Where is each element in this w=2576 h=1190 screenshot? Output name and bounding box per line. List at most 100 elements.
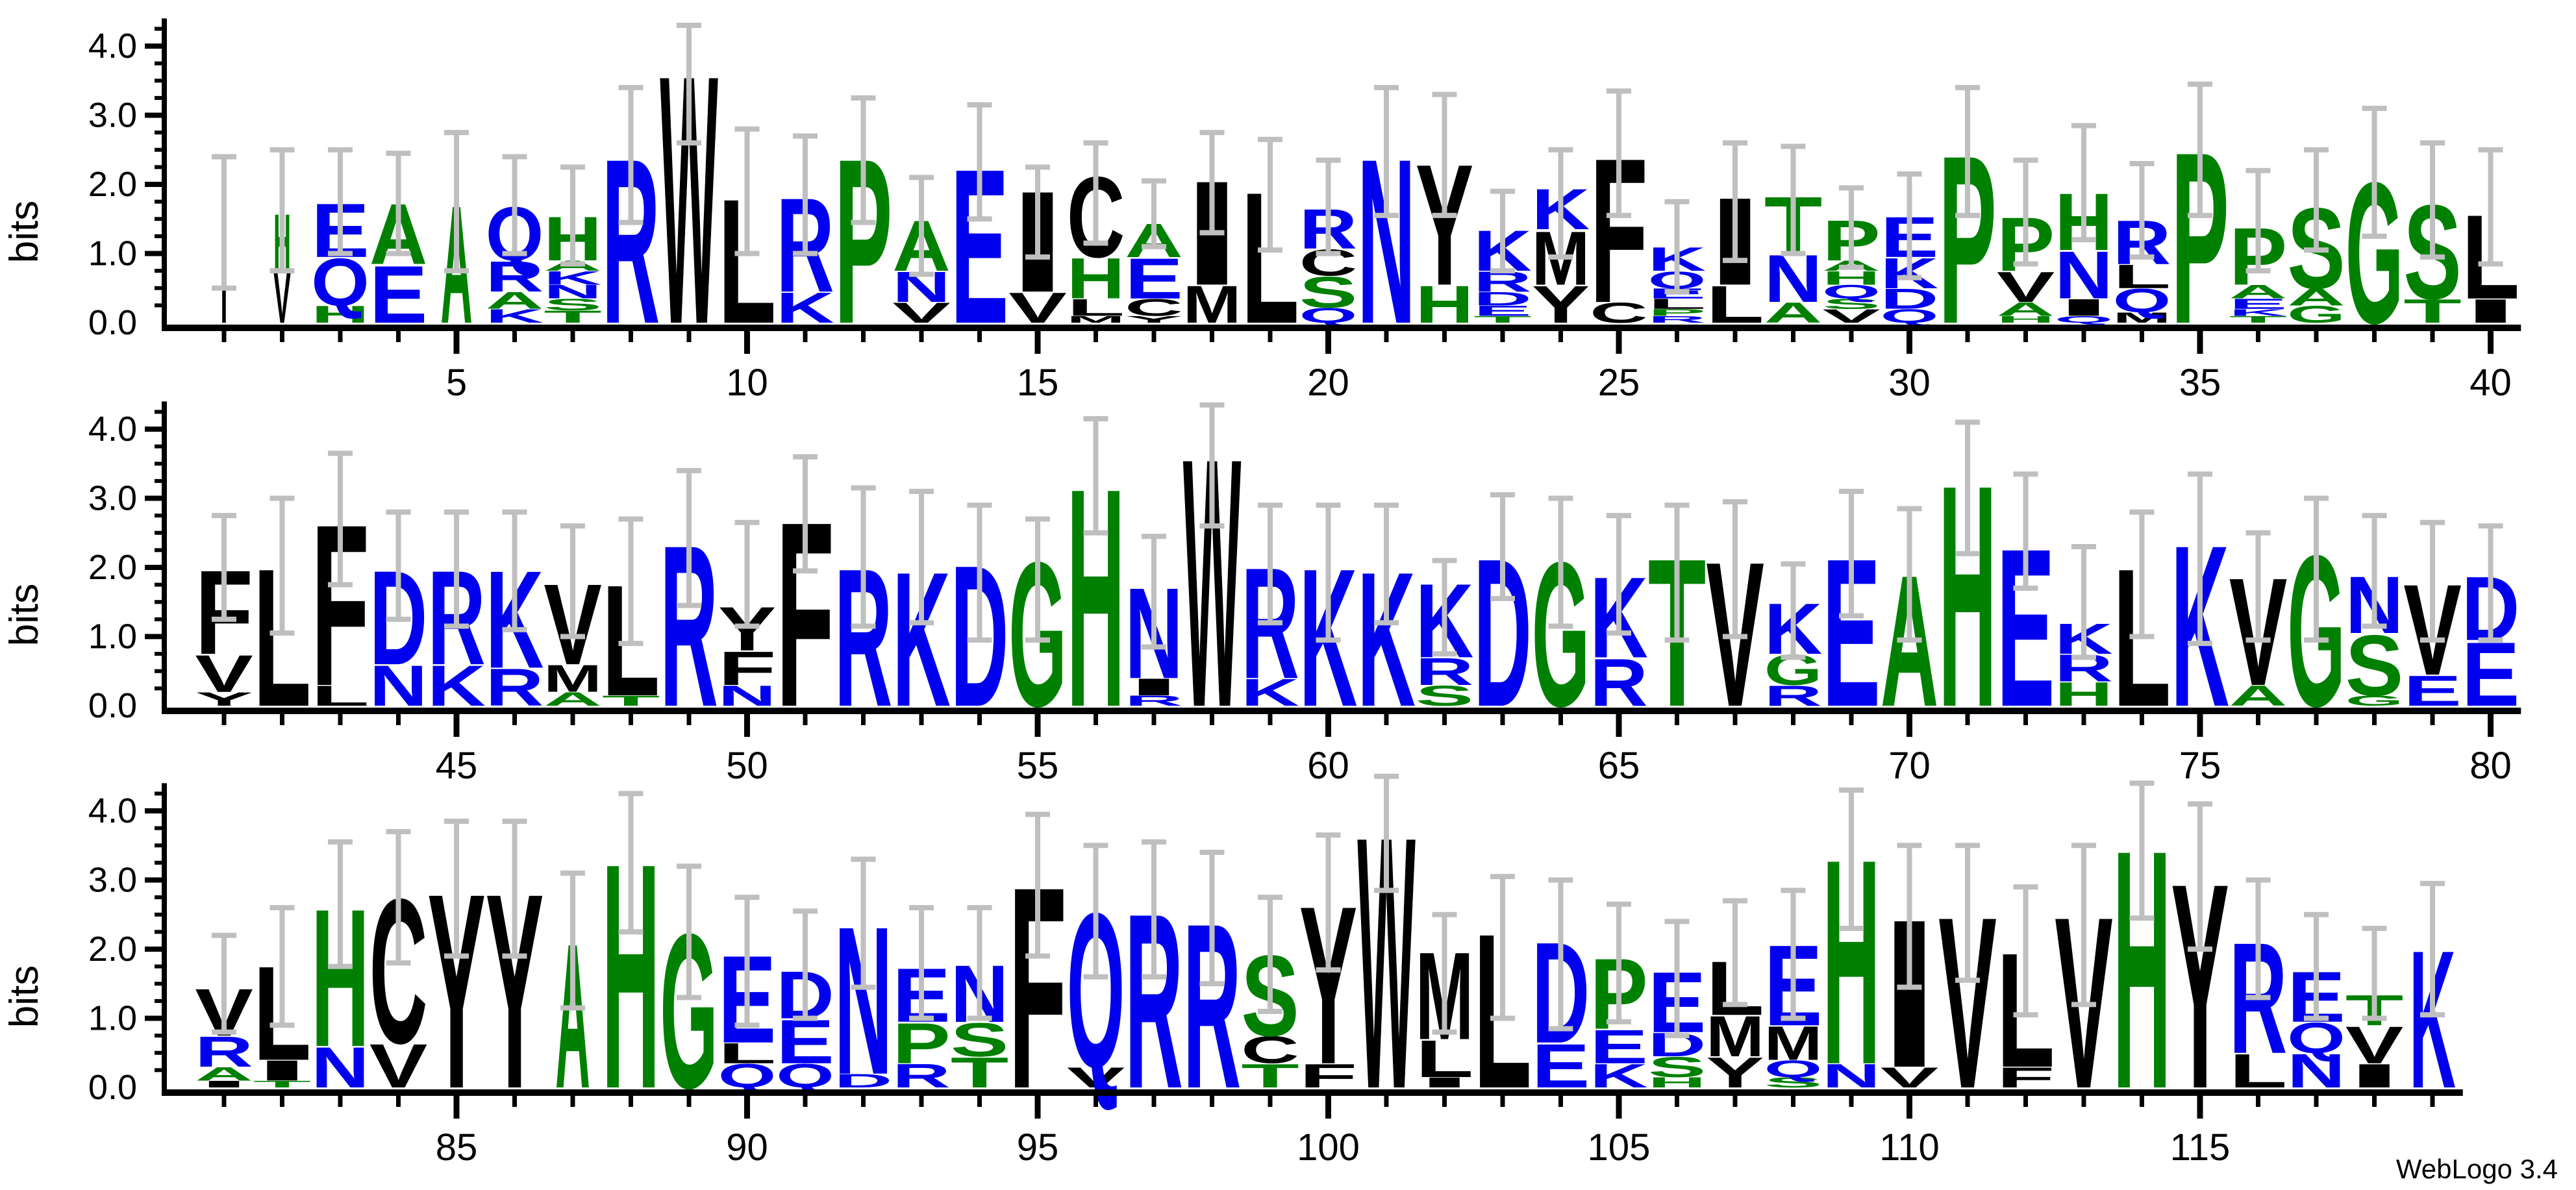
y-tick-label: 0.0 xyxy=(88,686,137,725)
x-tick-label: 15 xyxy=(1017,362,1059,404)
y-tick-label: 3.0 xyxy=(88,479,137,518)
residue-letter-I-pos-118: I xyxy=(2345,1058,2404,1095)
residue-letter-D-pos-30: D xyxy=(1881,282,1939,315)
residue-letter-K-pos-59: K xyxy=(1241,671,1299,714)
residue-letter-A-pos-36: A xyxy=(2229,282,2288,303)
error-bars xyxy=(212,773,2445,1039)
x-tick-label: 25 xyxy=(1598,362,1640,404)
x-tick-label: 85 xyxy=(436,1126,478,1169)
residue-letter-L-pos-43: L xyxy=(311,680,369,712)
x-tick-label: 70 xyxy=(1888,745,1931,787)
residue-letter-E-pos-105: E xyxy=(1590,1021,1648,1074)
residue-letter-E-pos-79: E xyxy=(2403,667,2462,715)
x-tick-label: 60 xyxy=(1307,745,1349,787)
residue-letter-Q-pos-91: Q xyxy=(776,1058,834,1095)
residue-letter-H-pos-29: H xyxy=(1822,267,1881,289)
residue-letter-K-pos-45: K xyxy=(427,653,486,718)
residue-letter-M-pos-107: M xyxy=(1706,1004,1764,1069)
residue-letter-S-pos-62: S xyxy=(1416,680,1474,712)
residue-letter-T-pos-82: T xyxy=(253,1079,312,1090)
x-tick-label: 5 xyxy=(446,362,467,404)
y-tick-label: 1.0 xyxy=(88,617,137,656)
y-tick-label: 4.0 xyxy=(88,410,137,449)
residue-letter-T-pos-99: T xyxy=(1241,1058,1299,1095)
residue-letter-N-pos-44: N xyxy=(369,653,428,718)
y-axis-title: bits xyxy=(2,965,47,1028)
residue-letter-N-pos-117: N xyxy=(2287,1045,2345,1098)
residue-letter-A-pos-47: A xyxy=(544,689,602,710)
residue-letter-T-pos-23: T xyxy=(1473,314,1532,325)
residue-letter-V-pos-84: V xyxy=(369,1031,428,1101)
panel-axes: 0.0 1.0 2.0 3.0 4.0 bits 85 90 95 100 105 110 115 xyxy=(2,783,2463,1169)
residue-letter-E-pos-104: E xyxy=(1532,1031,1590,1101)
x-tick-label: 10 xyxy=(726,362,768,404)
x-tick-label: 100 xyxy=(1297,1126,1360,1169)
error-bars xyxy=(212,23,2503,295)
residue-letter-T-pos-36: T xyxy=(2229,314,2288,325)
residue-letter-I-pos-102: I xyxy=(1416,1074,1474,1091)
residue-letter-T-pos-94: T xyxy=(951,1048,1009,1097)
residue-letter-K-pos-36: K xyxy=(2229,307,2288,318)
residue-letter-V-pos-15: V xyxy=(1008,284,1067,332)
residue-letter-P-pos-26: P xyxy=(1648,307,1707,318)
residue-letter-S-pos-106: S xyxy=(1648,1051,1707,1084)
residue-letter-Q-pos-90: Q xyxy=(718,1058,777,1095)
residue-letter-I-pos-81: I xyxy=(195,1079,253,1090)
residue-letter-A-pos-32: A xyxy=(1997,299,2055,320)
residue-letter-F-pos-112: F xyxy=(1997,1061,2055,1094)
residue-letter-S-pos-94: S xyxy=(951,1013,1009,1067)
residue-letter-K-pos-105: K xyxy=(1590,1058,1648,1095)
residue-letter-Q-pos-33: Q xyxy=(2055,314,2113,325)
weblogo-version-caption: WebLogo 3.4 xyxy=(2395,1154,2558,1184)
residue-letter-I-pos-40: I xyxy=(2462,293,2520,330)
x-tick-label: 50 xyxy=(726,745,768,787)
residue-letter-Q-pos-108: Q xyxy=(1764,1056,1823,1083)
residue-letter-C-pos-17: C xyxy=(1125,294,1183,321)
residue-letter-N-pos-83: N xyxy=(311,1035,369,1100)
residue-letter-S-pos-108: S xyxy=(1764,1074,1823,1091)
residue-letter-H-pos-16: H xyxy=(1067,246,1125,311)
x-tick-label: 95 xyxy=(1017,1126,1059,1169)
x-tick-label: 45 xyxy=(436,745,478,787)
residue-letter-Q-pos-34: Q xyxy=(2113,282,2171,319)
residue-letter-H-pos-32: H xyxy=(1997,314,2055,325)
residue-letter-R-pos-68: R xyxy=(1764,680,1823,712)
residue-letter-V-pos-29: V xyxy=(1822,306,1881,327)
y-tick-label: 0.0 xyxy=(88,303,137,342)
residue-letter-N-pos-7: N xyxy=(544,282,602,303)
residue-letter-Q-pos-3: Q xyxy=(311,244,369,320)
x-tick-label: 75 xyxy=(2179,745,2221,787)
logo-panel-41-80: YVFLLFNDKRRKAMVTLRNFYFRKDGHRINWKRKKSRKDG… xyxy=(2,385,2521,787)
residue-letter-S-pos-7: S xyxy=(544,295,602,314)
residue-letter-T-pos-48: T xyxy=(602,693,660,709)
residue-letter-Q-pos-29: Q xyxy=(1822,282,1881,303)
residue-letter-M-pos-34: M xyxy=(2113,310,2171,326)
residue-letter-T-pos-39: T xyxy=(2403,293,2462,330)
y-tick-label: 2.0 xyxy=(88,930,137,969)
y-axis-title: bits xyxy=(2,201,47,263)
residue-letter-R-pos-6: R xyxy=(486,253,544,301)
logo-panel-1-40: IVHHQEEAAKARQTSNKAHRWLKRPVNAEVIMLHCYCEAM… xyxy=(2,2,2521,404)
residue-letter-F-pos-100: F xyxy=(1299,1058,1358,1095)
residue-letter-Q-pos-30: Q xyxy=(1881,306,1939,327)
x-tick-label: 55 xyxy=(1017,745,1059,787)
residue-letter-Q-pos-117: Q xyxy=(2287,1014,2345,1062)
residue-letter-E-pos-17: E xyxy=(1125,246,1183,311)
residue-letter-H-pos-73: H xyxy=(2055,676,2113,713)
residue-letter-V-pos-96: V xyxy=(1067,1061,1125,1094)
residue-letter-M-pos-108: M xyxy=(1764,1017,1823,1071)
residue-letter-M-pos-16: M xyxy=(1067,314,1125,325)
residue-letter-L-pos-116: L xyxy=(2229,1045,2288,1098)
residue-letter-T-pos-7: T xyxy=(544,307,602,327)
residue-letter-V-pos-32: V xyxy=(1997,263,2055,311)
x-tick-label: 90 xyxy=(726,1126,768,1169)
letter-stacks: IVHHQEEAAKARQTSNKAHRWLKRPVNAEVIMLHCYCEAM… xyxy=(221,2,2520,399)
residue-letter-K-pos-6: K xyxy=(486,306,544,327)
residue-letter-L-pos-102: L xyxy=(1416,1030,1474,1089)
y-tick-label: 0.0 xyxy=(88,1068,137,1107)
residue-letter-R-pos-26: R xyxy=(1648,314,1707,325)
residue-letter-G-pos-37: G xyxy=(2287,301,2345,328)
residue-letter-I-pos-82: I xyxy=(253,1054,312,1087)
residue-letter-R-pos-81: R xyxy=(195,1028,253,1076)
